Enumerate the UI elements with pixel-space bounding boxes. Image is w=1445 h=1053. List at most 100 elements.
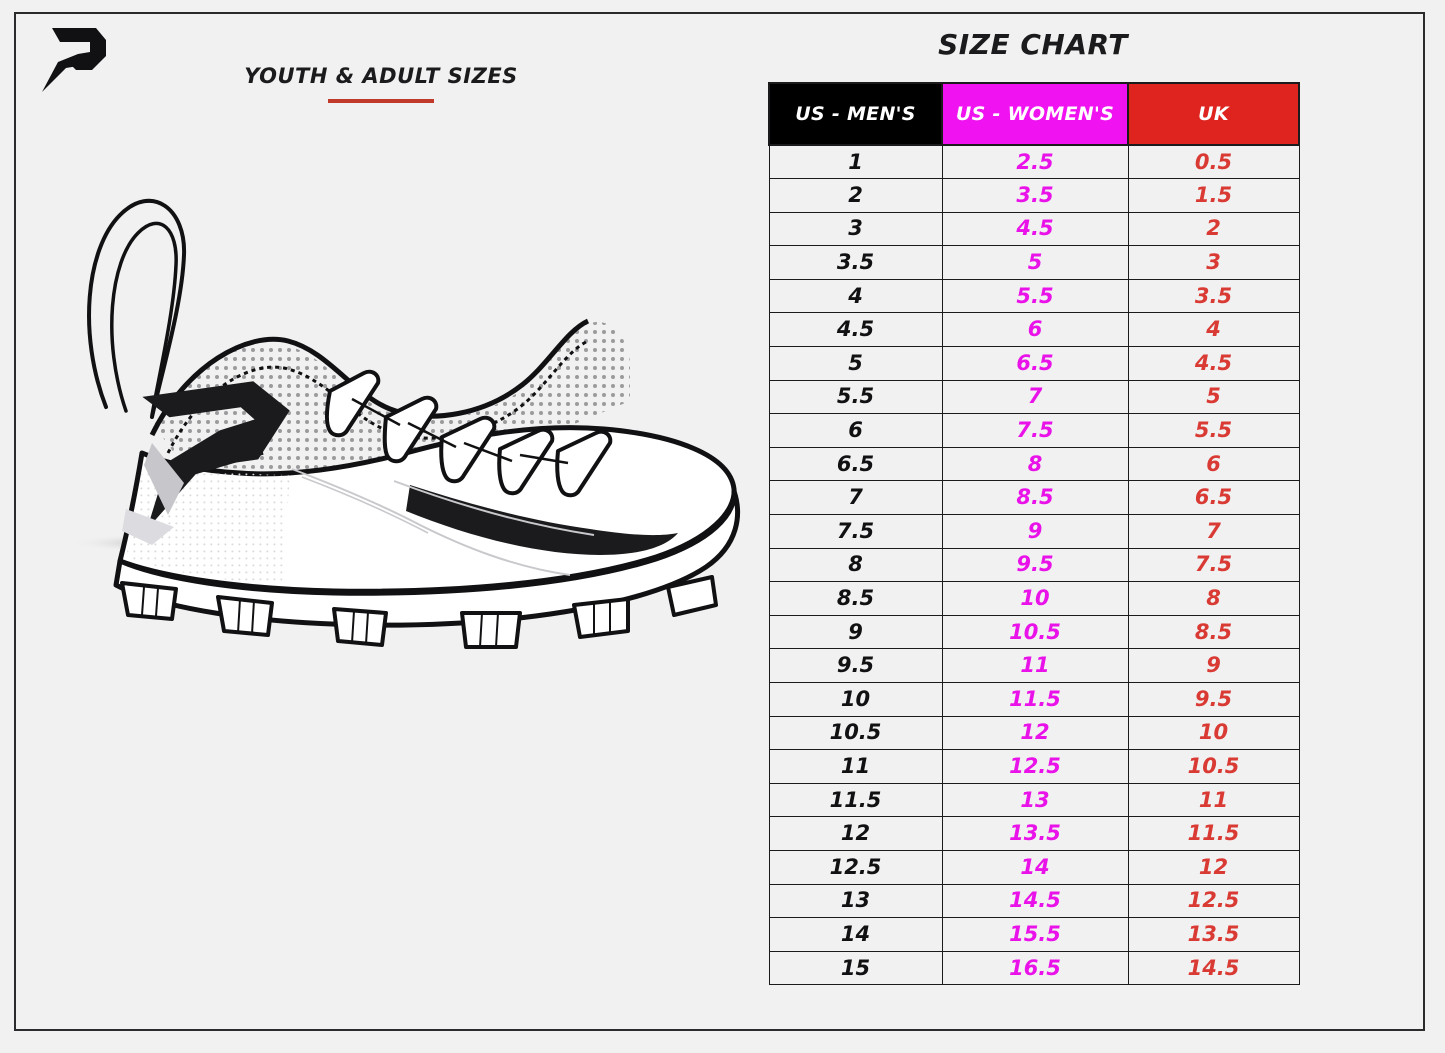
size-cell-us-mens: 7: [768, 480, 943, 516]
size-cell-uk: 1.5: [1127, 178, 1300, 213]
size-cell-us-mens: 9.5: [768, 648, 943, 683]
size-cell-us-womens: 4.5: [941, 211, 1129, 247]
table-row: 14 15.5 13.5: [768, 917, 1300, 952]
table-row: 6.5 8 6: [768, 446, 1300, 482]
table-header-row: US - MEN'S US - WOMEN'S UK: [768, 82, 1300, 146]
size-chart-title: SIZE CHART: [938, 28, 1128, 61]
table-row: 4 5.5 3.5: [768, 278, 1300, 314]
size-cell-us-mens: 9: [768, 614, 943, 650]
table-row: 4.5 6 4: [768, 312, 1300, 348]
size-cell-uk: 5.5: [1127, 413, 1300, 448]
size-cell-us-mens: 11.5: [768, 782, 943, 818]
table-row: 2 3.5 1.5: [768, 178, 1300, 213]
size-cell-us-womens: 3.5: [941, 178, 1129, 213]
size-cell-us-mens: 14: [768, 917, 943, 952]
size-chart-table: US - MEN'S US - WOMEN'S UK 1 2.5 0.5 2 3.5 1.…: [768, 82, 1300, 986]
table-row: 13 14.5 12.5: [768, 883, 1300, 919]
size-cell-uk: 14.5: [1127, 950, 1300, 986]
size-cell-us-mens: 5.5: [768, 379, 943, 415]
size-cell-us-womens: 13: [941, 782, 1129, 818]
size-cell-us-womens: 10.5: [941, 614, 1129, 650]
size-cell-uk: 6.5: [1127, 480, 1300, 516]
size-cell-uk: 10: [1127, 715, 1300, 751]
table-row: 11 12.5 10.5: [768, 749, 1300, 784]
size-cell-us-mens: 4: [768, 278, 943, 314]
size-cell-us-mens: 12.5: [768, 849, 943, 885]
size-cell-uk: 4: [1127, 312, 1300, 348]
size-cell-us-womens: 8: [941, 446, 1129, 482]
size-cell-us-womens: 11: [941, 648, 1129, 683]
size-cell-us-mens: 10.5: [768, 715, 943, 751]
table-row: 5.5 7 5: [768, 379, 1300, 415]
size-cell-us-womens: 11.5: [941, 682, 1129, 717]
table-row: 8 9.5 7.5: [768, 547, 1300, 583]
size-cell-uk: 9.5: [1127, 682, 1300, 717]
table-row: 7 8.5 6.5: [768, 480, 1300, 516]
size-cell-uk: 10.5: [1127, 749, 1300, 784]
table-row: 1 2.5 0.5: [768, 144, 1300, 180]
size-cell-uk: 13.5: [1127, 917, 1300, 952]
size-cell-us-womens: 12: [941, 715, 1129, 751]
table-row: 12.5 14 12: [768, 849, 1300, 885]
size-cell-uk: 5: [1127, 379, 1300, 415]
left-panel-title: YOUTH & ADULT SIZES: [244, 64, 518, 88]
size-cell-uk: 3: [1127, 245, 1300, 280]
football-cleat-illustration: [34, 185, 764, 755]
column-header-us-mens: US - MEN'S: [768, 82, 943, 146]
table-row: 6 7.5 5.5: [768, 413, 1300, 448]
size-cell-us-mens: 1: [768, 144, 943, 180]
size-cell-uk: 2: [1127, 211, 1300, 247]
size-cell-us-mens: 10: [768, 682, 943, 717]
size-cell-us-mens: 3: [768, 211, 943, 247]
title-underline-rule: [328, 99, 434, 103]
size-cell-us-womens: 9: [941, 514, 1129, 549]
size-cell-us-womens: 14: [941, 849, 1129, 885]
table-row: 3.5 5 3: [768, 245, 1300, 280]
table-row: 5 6.5 4.5: [768, 346, 1300, 381]
size-cell-uk: 7: [1127, 514, 1300, 549]
size-cell-us-mens: 11: [768, 749, 943, 784]
size-cell-us-mens: 7.5: [768, 514, 943, 549]
size-cell-us-womens: 9.5: [941, 547, 1129, 583]
size-cell-us-mens: 15: [768, 950, 943, 986]
table-row: 3 4.5 2: [768, 211, 1300, 247]
size-cell-us-womens: 8.5: [941, 480, 1129, 516]
size-cell-us-womens: 6.5: [941, 346, 1129, 381]
size-cell-us-mens: 13: [768, 883, 943, 919]
size-cell-us-womens: 6: [941, 312, 1129, 348]
size-cell-uk: 3.5: [1127, 278, 1300, 314]
size-cell-uk: 11.5: [1127, 816, 1300, 851]
size-cell-uk: 11: [1127, 782, 1300, 818]
size-cell-us-womens: 16.5: [941, 950, 1129, 986]
size-cell-us-mens: 6: [768, 413, 943, 448]
table-row: 7.5 9 7: [768, 514, 1300, 549]
size-cell-us-womens: 7: [941, 379, 1129, 415]
table-row: 8.5 10 8: [768, 581, 1300, 616]
size-cell-us-mens: 12: [768, 816, 943, 851]
table-row: 12 13.5 11.5: [768, 816, 1300, 851]
size-cell-us-womens: 13.5: [941, 816, 1129, 851]
column-header-uk: UK: [1127, 82, 1300, 146]
size-cell-us-womens: 15.5: [941, 917, 1129, 952]
p-arrow-logo-icon: [36, 18, 112, 96]
size-cell-uk: 12: [1127, 849, 1300, 885]
table-row: 11.5 13 11: [768, 782, 1300, 818]
size-cell-uk: 6: [1127, 446, 1300, 482]
table-row: 10.5 12 10: [768, 715, 1300, 751]
size-cell-us-womens: 5: [941, 245, 1129, 280]
size-cell-us-womens: 10: [941, 581, 1129, 616]
size-cell-us-mens: 2: [768, 178, 943, 213]
table-row: 9 10.5 8.5: [768, 614, 1300, 650]
size-cell-us-mens: 6.5: [768, 446, 943, 482]
size-cell-uk: 8: [1127, 581, 1300, 616]
size-cell-us-mens: 3.5: [768, 245, 943, 280]
size-cell-uk: 0.5: [1127, 144, 1300, 180]
size-cell-us-womens: 14.5: [941, 883, 1129, 919]
size-cell-us-womens: 12.5: [941, 749, 1129, 784]
size-cell-us-mens: 8.5: [768, 581, 943, 616]
size-cell-us-womens: 5.5: [941, 278, 1129, 314]
column-header-us-womens: US - WOMEN'S: [941, 82, 1129, 146]
size-cell-us-mens: 4.5: [768, 312, 943, 348]
size-cell-uk: 12.5: [1127, 883, 1300, 919]
